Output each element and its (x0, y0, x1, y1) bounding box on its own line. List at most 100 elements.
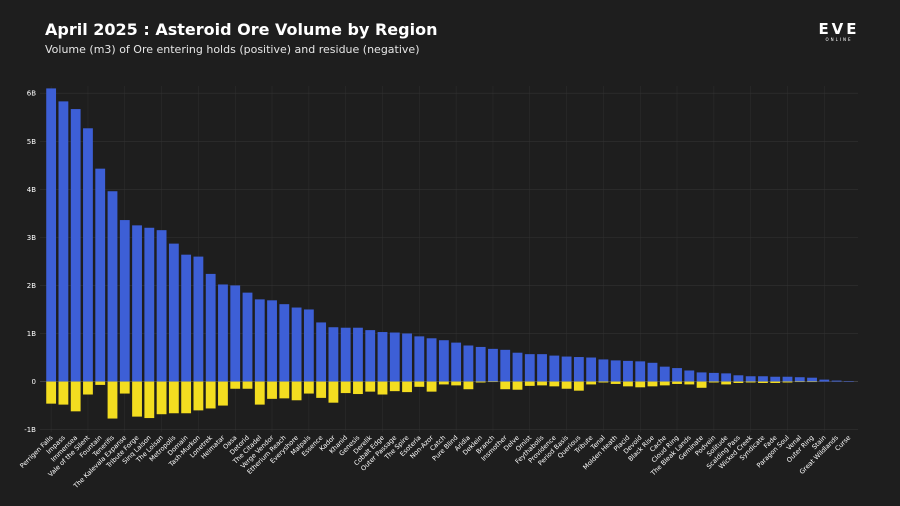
bar-positive (721, 373, 732, 382)
bar-positive (623, 360, 633, 382)
y-tick-label: 5B (27, 138, 36, 146)
bar-negative (721, 381, 732, 385)
bar-negative (647, 381, 658, 387)
bar-positive (144, 227, 155, 382)
bar-negative (340, 381, 351, 394)
bar-positive (242, 292, 253, 382)
bar-negative (573, 381, 584, 391)
bar-negative (537, 381, 547, 386)
bar-positive (524, 354, 535, 382)
bar-positive (389, 332, 400, 382)
bar-positive (512, 352, 523, 382)
bar-negative (414, 381, 425, 387)
bar-negative (402, 381, 412, 393)
bar-negative (156, 381, 167, 415)
bar-positive (365, 330, 376, 382)
bar-negative (684, 381, 695, 385)
y-tick-label: 0 (32, 378, 36, 386)
bar-negative (205, 381, 216, 409)
bar-positive (353, 327, 363, 382)
bar-negative (426, 381, 437, 392)
y-tick-label: 1B (27, 330, 36, 338)
bar-positive (684, 370, 695, 382)
bar-negative (438, 381, 449, 385)
logo-wordmark: EVE (818, 20, 860, 38)
bar-positive (156, 230, 167, 382)
bar-negative (586, 381, 597, 385)
bar-negative (488, 381, 498, 383)
bar-negative (83, 381, 93, 395)
bar-positive (561, 356, 572, 382)
bar-negative (794, 381, 805, 383)
bar-positive (58, 101, 69, 382)
bar-negative (267, 381, 277, 399)
bar-negative (733, 381, 744, 383)
bar-positive (168, 243, 179, 382)
bar-negative (623, 381, 633, 387)
bar-negative (807, 381, 817, 383)
bar-negative (218, 381, 228, 406)
bar-positive (696, 372, 707, 382)
bar-negative (328, 381, 339, 403)
bar-positive (291, 307, 302, 382)
bar-negative (303, 381, 314, 394)
bar-negative (230, 381, 241, 389)
bar-positive (733, 375, 744, 382)
bar-positive (426, 338, 437, 382)
bar-positive (279, 304, 290, 382)
bar-negative (659, 381, 670, 386)
bar-negative (193, 381, 204, 411)
bar-negative (610, 381, 621, 384)
bar-negative (353, 381, 363, 395)
bar-negative (500, 381, 511, 390)
bar-positive (438, 340, 449, 382)
bar-positive (598, 359, 609, 382)
bar-negative (475, 381, 486, 383)
bar-negative (254, 381, 265, 405)
bar-negative (58, 381, 69, 405)
bar-negative (291, 381, 302, 401)
bar-negative (95, 381, 106, 385)
bar-positive (254, 299, 265, 382)
bar-positive (745, 376, 756, 382)
bar-negative (389, 381, 400, 392)
bar-negative (119, 381, 130, 394)
bar-negative (365, 381, 376, 392)
y-tick-label: -1B (24, 426, 36, 434)
bar-negative (168, 381, 179, 414)
bar-positive (537, 354, 547, 382)
bar-negative (463, 381, 474, 390)
bar-positive (758, 376, 768, 382)
chart-title: April 2025 : Asteroid Ore Volume by Regi… (45, 20, 438, 39)
bar-negative (598, 381, 609, 383)
bar-positive (402, 333, 412, 382)
bar-positive (414, 336, 425, 382)
bar-negative (524, 381, 535, 386)
bar-positive (549, 355, 560, 382)
bar-positive (475, 346, 486, 382)
bar-positive (303, 309, 314, 382)
bar-negative (672, 381, 682, 384)
bar-negative (758, 381, 768, 383)
bar-negative (144, 381, 155, 419)
bar-positive (586, 357, 597, 382)
bar-positive (831, 380, 842, 382)
bar-negative (316, 381, 327, 398)
bar-negative (512, 381, 523, 390)
bar-positive (463, 345, 474, 382)
bar-positive (218, 284, 228, 382)
bar-positive (46, 88, 57, 382)
bar-positive (340, 327, 351, 382)
bar-negative (451, 381, 462, 386)
bar-negative (635, 381, 646, 388)
bar-positive (230, 285, 241, 382)
y-tick-label: 2B (27, 282, 36, 290)
bar-negative (377, 381, 388, 395)
bar-negative (46, 381, 57, 404)
y-tick-label: 4B (27, 186, 36, 194)
bar-positive (819, 379, 830, 382)
bar-positive (107, 191, 118, 382)
bar-positive (181, 254, 192, 382)
bar-negative (708, 381, 719, 383)
